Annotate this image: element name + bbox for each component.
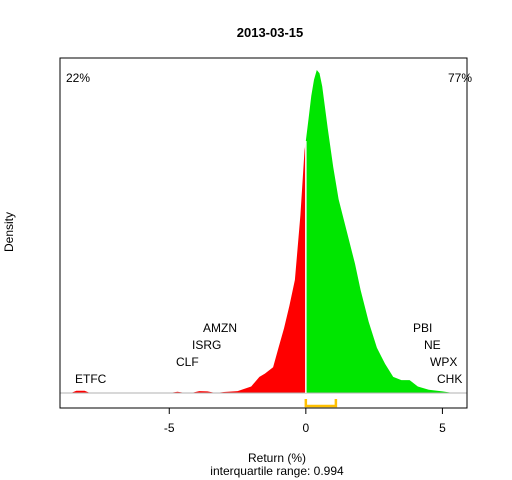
density-areas — [70, 70, 454, 393]
tail-label-ne: NE — [424, 338, 441, 352]
x-tick-label: 0 — [302, 421, 309, 435]
positive-return-area — [305, 70, 454, 393]
negative-return-area — [70, 141, 306, 393]
tail-label-chk: CHK — [437, 372, 462, 386]
positive-share-label: 77% — [448, 71, 472, 85]
plot-frame — [59, 57, 468, 409]
chart-title: 2013-03-15 — [237, 25, 304, 40]
tail-label-amzn: AMZN — [203, 321, 237, 335]
x-tick-label: -5 — [164, 421, 175, 435]
negative-share-label: 22% — [66, 71, 90, 85]
x-tick-label: 5 — [439, 421, 446, 435]
tail-label-clf: CLF — [176, 355, 199, 369]
x-axis-label: Return (%) — [248, 451, 306, 465]
tail-label-wpx: WPX — [430, 355, 457, 369]
y-axis-label: Density — [2, 212, 16, 252]
tail-label-isrg: ISRG — [192, 338, 221, 352]
tail-label-pbi: PBI — [413, 321, 432, 335]
iqr-caption: interquartile range: 0.994 — [210, 464, 344, 478]
iqr-bracket-line — [304, 399, 338, 408]
x-axis: -5 0 5 — [164, 408, 446, 435]
interquartile-range-bracket — [304, 399, 338, 408]
tail-label-etfc: ETFC — [75, 372, 107, 386]
